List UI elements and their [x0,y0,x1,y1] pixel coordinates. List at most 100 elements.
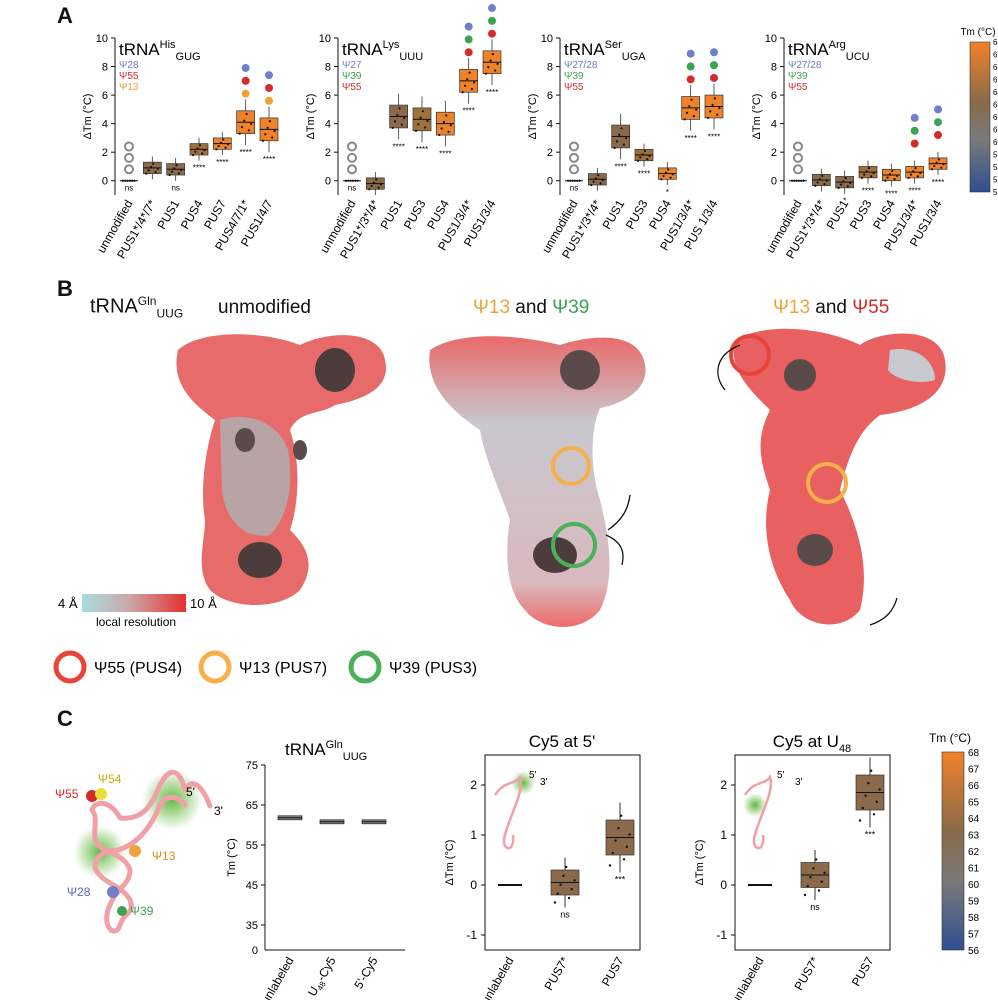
resolution-label: local resolution [96,615,176,629]
y-tick-label: 4 [102,119,108,131]
y-tick-label: 35 [246,920,258,932]
data-point [175,164,178,167]
data-point [247,129,250,132]
significance-label: **** [486,88,498,97]
map2-psi13-circle [551,446,591,486]
data-point [491,53,494,56]
modification-dot [488,16,496,25]
modification-dot [464,35,473,44]
panel-b-title: tRNAGlnUUG [90,294,183,321]
category-label: PUS7* [791,954,821,992]
data-point [914,166,917,170]
data-point [940,166,943,169]
map3-psi55-circle [729,334,771,376]
data-point [219,141,223,144]
map1-hole3 [235,428,255,452]
data-point [400,123,403,126]
data-point [217,144,220,148]
panel-b-title-sup: Gln [137,294,157,308]
data-point [203,149,206,152]
colorbar-tick: 64 [993,88,998,97]
colorbar-tick: 57 [993,176,998,185]
data-point [646,158,649,161]
data-point [842,180,845,183]
map2-title: Ψ13 and Ψ39 [473,297,589,319]
map2-psi39-circle [551,522,597,568]
y-tick-label: 65 [246,800,258,812]
resolution-gradient [82,594,186,612]
y-tick-label: 6 [771,90,777,102]
modification-dot [488,29,496,38]
data-point [615,140,619,143]
map2-title-and: and [510,297,553,318]
colorbar-tick: 67 [968,765,980,776]
modification-dot [686,75,695,84]
colorbar-tick: 68 [993,38,998,47]
modification-dot [910,126,919,135]
psi39-label: Ψ39 [130,904,154,918]
y-tick-label: 10 [319,33,331,45]
data-point [622,858,626,861]
modification-dot [488,4,496,13]
data-point [895,174,898,177]
data-point [930,168,934,171]
data-point [907,176,910,179]
data-point [933,164,936,168]
data-point [173,167,176,170]
chart-c-tm: 75 65 55 45 35 0 Tm (°C) tRNAGlnUUG unlabeled U48… [226,739,405,1000]
data-point [424,126,427,129]
data-point [919,171,922,175]
data-point [152,162,155,165]
significance-label: **** [239,148,251,157]
y-tick-label: -1 [716,928,727,942]
category-label: unlabeled [478,955,516,1000]
y-tick-label: 1 [720,828,727,842]
data-point [844,176,847,180]
category-label: PUS1 [377,197,405,231]
data-point [128,179,131,182]
data-point [886,176,889,179]
data-point [620,814,623,817]
data-point [793,179,796,182]
data-point [806,884,809,888]
unmodified-marker [793,152,803,163]
data-point [664,171,668,174]
category-label: PUS3 [847,197,875,231]
data-point [820,880,823,883]
colorbar-tick: 61 [968,864,980,875]
legend-entry: Ψ39 [788,71,808,82]
y-tick-label: 6 [102,90,108,102]
y-tick-label: 0 [325,176,331,188]
panel-b-title-sub: UUG [156,306,184,321]
y-tick-label: 2 [102,147,108,159]
data-point [201,152,204,155]
data-point [867,166,871,170]
colorbar-a-bar [969,41,991,193]
data-point [893,177,896,181]
data-point [354,179,357,182]
map3-arrow-top [717,344,741,391]
data-point [614,839,617,842]
unmodified-marker [569,152,579,163]
data-point [909,173,913,176]
colorbar-tick: 58 [968,913,980,924]
data-point [226,143,229,146]
colorbar-tick: 60 [993,138,998,147]
y-tick-label: 2 [470,778,477,792]
chart-title: tRNAHisGUG [119,39,201,63]
y-tick-label: 0 [720,878,727,892]
legend-ring [348,650,382,684]
psi28-dot [107,886,119,898]
y-axis-label: ΔTm (°C) [751,94,763,140]
data-point [170,170,174,173]
data-point [463,84,467,87]
y-tick-label: 55 [246,840,258,852]
significance-label: ns [810,902,820,912]
data-point [692,114,695,118]
category-label: 5'-Cy5 [351,954,380,991]
unmodified-marker [347,152,357,163]
data-point [349,179,352,182]
colorbar-tick: 58 [993,163,998,172]
data-point [800,179,803,182]
